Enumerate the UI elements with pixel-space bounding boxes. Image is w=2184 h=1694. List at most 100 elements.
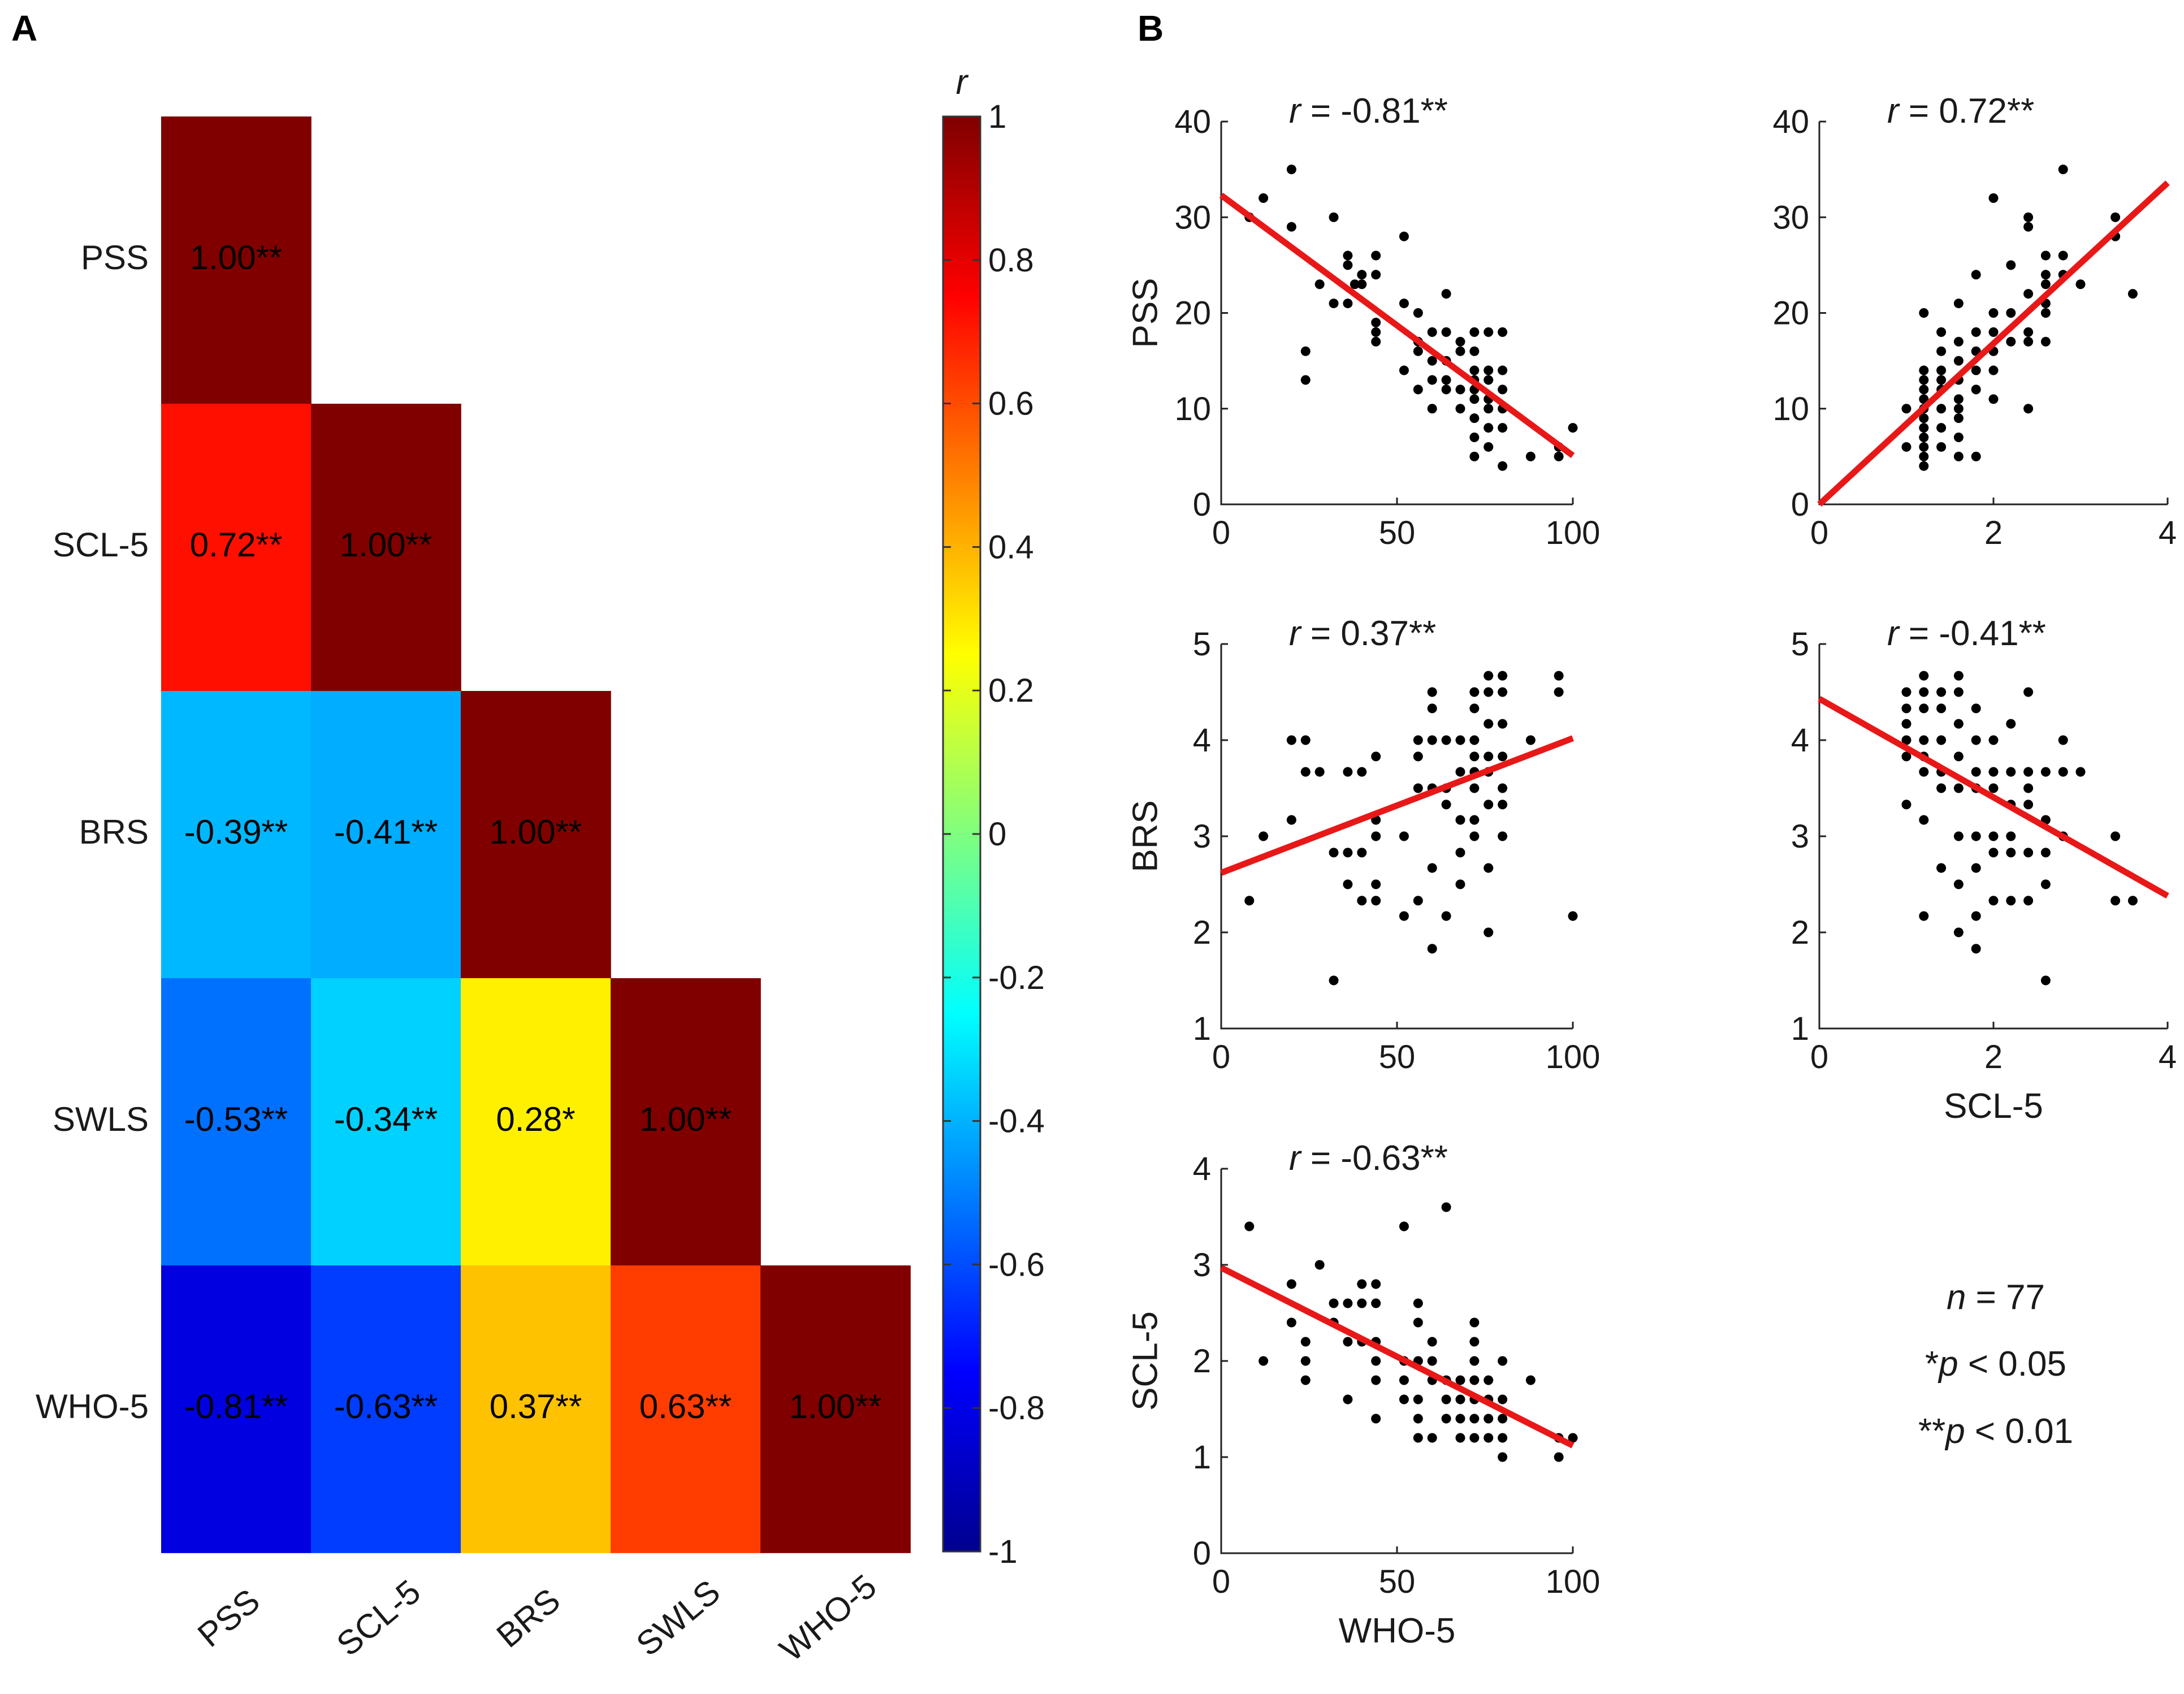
- data-point: [1371, 1414, 1381, 1424]
- correlation-symbol: r: [1289, 614, 1302, 653]
- x-tick-label: 0: [1810, 515, 1828, 551]
- y-tick-label: 30: [1174, 199, 1211, 236]
- heatmap-row-label: SCL-5: [53, 526, 149, 564]
- data-point: [1258, 193, 1269, 203]
- data-point: [1286, 1279, 1296, 1289]
- heatmap-cell: [461, 978, 611, 1266]
- data-point: [1988, 848, 1999, 858]
- data-point: [1357, 1298, 1367, 1308]
- colorbar: r 1 0.8 0.6 0.4 0.2 0 -0.2 -0.4 -0.6 -0.8 -1: [942, 63, 1045, 1570]
- data-point: [1919, 703, 1929, 714]
- colorbar-tick-label: -0.8: [988, 1390, 1045, 1427]
- data-point: [1971, 863, 1981, 873]
- heatmap-row-label: SWLS: [53, 1100, 149, 1138]
- data-point: [1498, 461, 1508, 471]
- correlation-symbol: r: [1887, 92, 1900, 131]
- data-point: [1413, 783, 1423, 793]
- data-point: [1413, 1414, 1423, 1424]
- correlation-symbol: r: [1289, 1139, 1302, 1178]
- y-tick-label: 10: [1174, 391, 1211, 427]
- data-point: [1329, 1298, 1339, 1308]
- data-point: [1441, 1394, 1451, 1405]
- heatmap-cell: [161, 1265, 312, 1553]
- data-point: [1427, 375, 1437, 385]
- data-point: [1343, 1394, 1353, 1405]
- correlation-label: r = -0.81**: [1289, 92, 1448, 131]
- data-point: [1554, 1452, 1564, 1462]
- data-point: [1441, 1202, 1451, 1212]
- data-point: [2040, 336, 2051, 347]
- heatmap-cell: [161, 116, 312, 404]
- y-tick-label: 4: [1193, 1151, 1211, 1187]
- data-point: [1919, 911, 1929, 921]
- panel-a-letter: A: [11, 8, 37, 49]
- data-point: [2075, 279, 2086, 289]
- data-point: [2040, 250, 2051, 261]
- data-point: [1329, 975, 1339, 986]
- data-point: [1413, 1394, 1423, 1405]
- data-point: [2111, 896, 2121, 906]
- data-point: [1343, 299, 1353, 309]
- y-tick-label: 40: [1174, 103, 1211, 140]
- heatmap-cells: 1.00** 0.72** 1.00** -0.39** -0.41** 1.00** -0…: [161, 116, 911, 1553]
- y-tick-label: 30: [1772, 199, 1809, 236]
- data-point: [1988, 365, 1999, 375]
- data-point: [1498, 831, 1508, 841]
- data-point: [1971, 451, 1981, 461]
- data-point: [1329, 299, 1339, 309]
- data-point: [1343, 879, 1353, 889]
- data-point: [1455, 1375, 1465, 1385]
- data-point: [1498, 1394, 1508, 1405]
- data-point: [1919, 433, 1929, 443]
- data-point: [1371, 1356, 1381, 1366]
- data-point: [1371, 317, 1381, 327]
- data-point: [1953, 719, 1964, 729]
- data-point: [1469, 735, 1480, 745]
- sample-note: n = 77 *p < 0.05 **p < 0.01: [1918, 1278, 2073, 1451]
- correlation-label: r = 0.37**: [1289, 614, 1436, 653]
- data-point: [1371, 896, 1381, 906]
- data-point: [1919, 442, 1929, 452]
- data-point: [1953, 394, 1964, 404]
- colorbar-ticks: 1 0.8 0.6 0.4 0.2 0 -0.2 -0.4 -0.6 -0.8 -1: [943, 98, 1045, 1570]
- data-point: [1936, 442, 1947, 452]
- data-point: [2127, 289, 2138, 299]
- data-point: [1953, 433, 1964, 443]
- data-point: [1971, 384, 1981, 395]
- data-point: [1484, 404, 1494, 414]
- regression-line: [1219, 1265, 1575, 1449]
- data-point: [1413, 384, 1423, 395]
- note-p01: **p < 0.01: [1918, 1412, 2073, 1451]
- y-tick-label: 20: [1174, 295, 1211, 332]
- data-point: [1525, 735, 1536, 745]
- data-point: [1455, 815, 1465, 825]
- data-point: [1901, 687, 1911, 697]
- colorbar-tick-label: -0.6: [988, 1246, 1045, 1283]
- data-point: [1455, 879, 1465, 889]
- data-point: [2023, 800, 2034, 810]
- data-point: [1568, 1433, 1578, 1443]
- data-point: [1484, 1414, 1494, 1424]
- data-point: [2006, 767, 2016, 777]
- data-point: [1498, 751, 1508, 762]
- data-point: [1455, 1433, 1465, 1443]
- data-point: [1936, 346, 1947, 356]
- note-p05: *p < 0.05: [1925, 1345, 2066, 1384]
- data-point: [1300, 346, 1311, 356]
- data-point: [1936, 404, 1947, 414]
- data-point: [1919, 461, 1929, 471]
- note-p01-symbol: p: [1944, 1412, 1965, 1451]
- data-point: [1427, 1356, 1437, 1366]
- data-point: [1441, 1414, 1451, 1424]
- data-point: [1919, 375, 1929, 385]
- data-point: [1357, 848, 1367, 858]
- y-tick-label: 5: [1791, 626, 1809, 663]
- x-tick-label: 4: [2159, 515, 2177, 551]
- heatmap-cell: [161, 691, 312, 979]
- heatmap-cell: [161, 978, 312, 1266]
- correlation-value: = 0.37**: [1301, 614, 1437, 653]
- data-point: [1286, 735, 1296, 745]
- data-point: [1953, 671, 1964, 681]
